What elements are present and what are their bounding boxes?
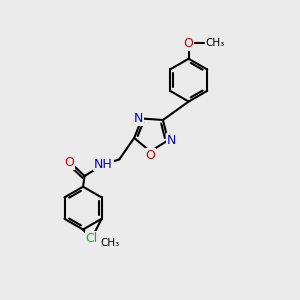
Text: N: N — [167, 134, 177, 147]
Text: CH₃: CH₃ — [206, 38, 225, 48]
Text: O: O — [145, 149, 155, 162]
Text: O: O — [184, 37, 194, 50]
Text: NH: NH — [94, 158, 113, 171]
Text: O: O — [64, 156, 74, 169]
Text: CH₃: CH₃ — [100, 238, 119, 248]
Text: Cl: Cl — [86, 232, 98, 245]
Text: N: N — [134, 112, 143, 125]
